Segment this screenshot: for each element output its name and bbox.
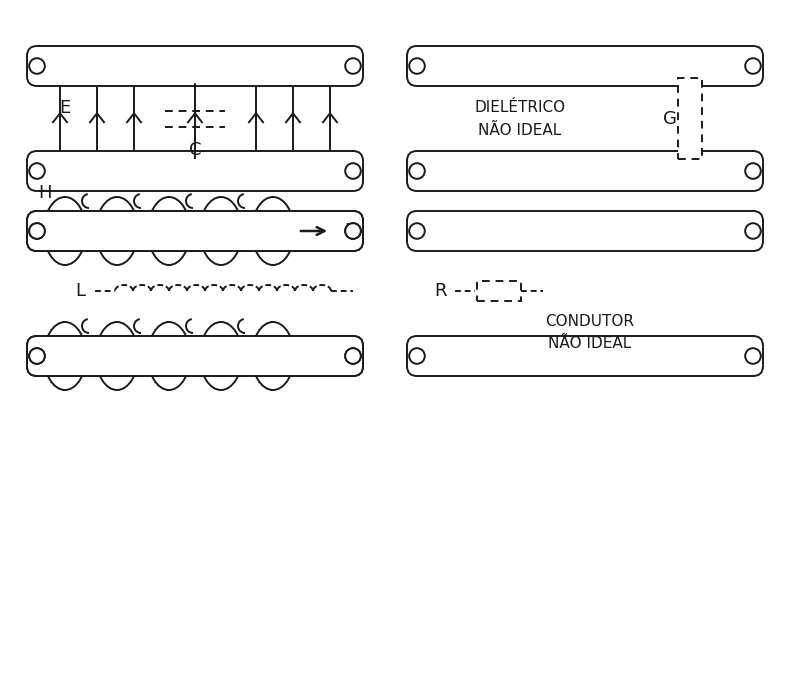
FancyBboxPatch shape — [27, 211, 363, 251]
Bar — [477, 281, 521, 301]
Circle shape — [345, 348, 361, 363]
Circle shape — [745, 58, 761, 74]
Circle shape — [409, 223, 425, 239]
Text: E: E — [59, 99, 70, 117]
Circle shape — [345, 223, 361, 239]
Bar — [678, 78, 702, 159]
Text: L: L — [75, 282, 85, 300]
Circle shape — [409, 58, 425, 74]
FancyBboxPatch shape — [407, 336, 763, 376]
FancyBboxPatch shape — [27, 336, 363, 376]
Circle shape — [29, 223, 45, 239]
Text: C: C — [188, 141, 201, 159]
FancyBboxPatch shape — [35, 349, 355, 363]
Text: DIELÉTRICO
NÃO IDEAL: DIELÉTRICO NÃO IDEAL — [474, 100, 565, 138]
FancyBboxPatch shape — [407, 46, 763, 86]
Circle shape — [345, 223, 361, 239]
Circle shape — [409, 163, 425, 179]
FancyBboxPatch shape — [27, 211, 363, 251]
Text: I: I — [344, 222, 349, 240]
FancyBboxPatch shape — [27, 151, 363, 191]
Circle shape — [29, 58, 45, 74]
Circle shape — [745, 348, 761, 363]
Text: H: H — [38, 184, 51, 202]
Text: CONDUTOR
NÃO IDEAL: CONDUTOR NÃO IDEAL — [546, 314, 634, 351]
FancyBboxPatch shape — [407, 211, 763, 251]
Text: R: R — [434, 282, 446, 300]
Circle shape — [345, 58, 361, 74]
Circle shape — [345, 163, 361, 179]
FancyBboxPatch shape — [407, 151, 763, 191]
Circle shape — [409, 348, 425, 363]
FancyBboxPatch shape — [27, 336, 363, 376]
Text: G: G — [663, 110, 677, 128]
FancyBboxPatch shape — [27, 46, 363, 86]
Circle shape — [745, 223, 761, 239]
Circle shape — [29, 223, 45, 239]
Circle shape — [29, 163, 45, 179]
Circle shape — [745, 163, 761, 179]
Circle shape — [29, 348, 45, 363]
Circle shape — [345, 348, 361, 363]
Circle shape — [29, 348, 45, 363]
FancyBboxPatch shape — [35, 224, 355, 238]
